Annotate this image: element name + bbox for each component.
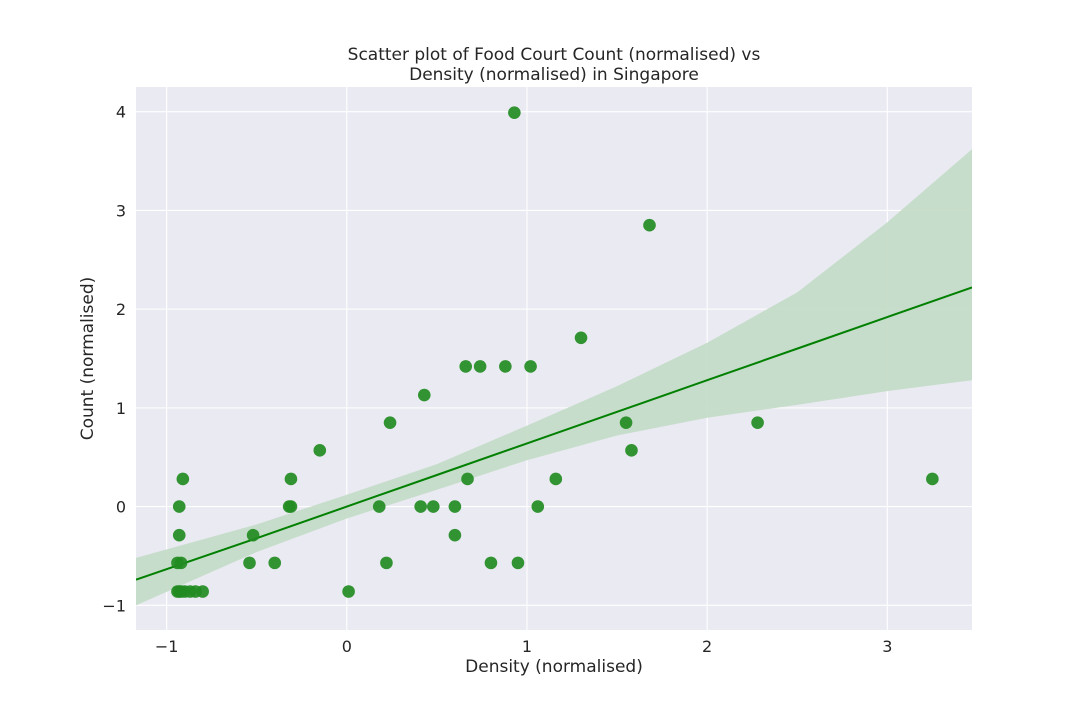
data-point (342, 585, 355, 598)
data-point (174, 556, 188, 570)
data-point (313, 444, 327, 457)
data-point (549, 472, 563, 486)
x-tick-label: 1 (522, 637, 532, 656)
data-point (243, 556, 256, 570)
data-point (643, 218, 656, 232)
x-tick-label: −1 (155, 637, 179, 656)
x-tick-label: 2 (702, 637, 712, 656)
data-point (246, 528, 260, 542)
data-point (196, 585, 209, 598)
data-point (461, 472, 474, 486)
data-point (426, 500, 440, 513)
data-point (176, 472, 190, 486)
data-point (284, 472, 298, 486)
data-point (268, 556, 282, 570)
data-point (459, 360, 473, 373)
data-point (926, 472, 939, 486)
data-point (448, 500, 462, 513)
data-point (417, 388, 431, 402)
data-point (625, 444, 638, 457)
y-tick-label: 4 (116, 103, 126, 122)
y-tick-label: 0 (116, 498, 126, 517)
data-point (751, 416, 764, 429)
y-tick-label: 3 (116, 201, 126, 220)
data-point (508, 106, 521, 119)
data-point (511, 556, 525, 570)
y-tick-label: −1 (102, 596, 126, 615)
y-tick-label: 2 (116, 300, 126, 319)
data-point (574, 331, 588, 345)
regression-line (136, 286, 972, 581)
chart-title-line-1: Scatter plot of Food Court Count (normal… (348, 45, 761, 65)
grid-layer (136, 87, 972, 630)
data-point (619, 416, 633, 429)
chart-title-line-2: Density (normalised) in Singapore (409, 65, 699, 85)
data-point (473, 360, 487, 373)
x-tick-label: 0 (342, 637, 352, 656)
data-point (372, 500, 386, 513)
data-point (484, 556, 498, 570)
data-point (383, 416, 397, 429)
data-point (414, 500, 427, 513)
regression-line-layer (136, 286, 972, 581)
data-point (531, 500, 545, 513)
data-point (524, 360, 537, 373)
y-axis-label: Count (normalised) (78, 277, 98, 441)
data-point (284, 500, 298, 513)
data-point (499, 360, 512, 373)
data-point (172, 528, 186, 542)
x-tick-label: 3 (882, 637, 892, 656)
points-layer (171, 106, 939, 598)
data-point (172, 500, 186, 513)
data-point (448, 528, 462, 542)
data-point (380, 556, 393, 570)
x-axis-label: Density (normalised) (465, 657, 643, 677)
y-tick-label: 1 (116, 399, 126, 418)
tick-labels-layer: −1 0 1 2 3 −1 0 1 2 3 4 (102, 103, 892, 656)
confidence-band (136, 149, 972, 606)
confidence-band-layer (136, 149, 972, 606)
